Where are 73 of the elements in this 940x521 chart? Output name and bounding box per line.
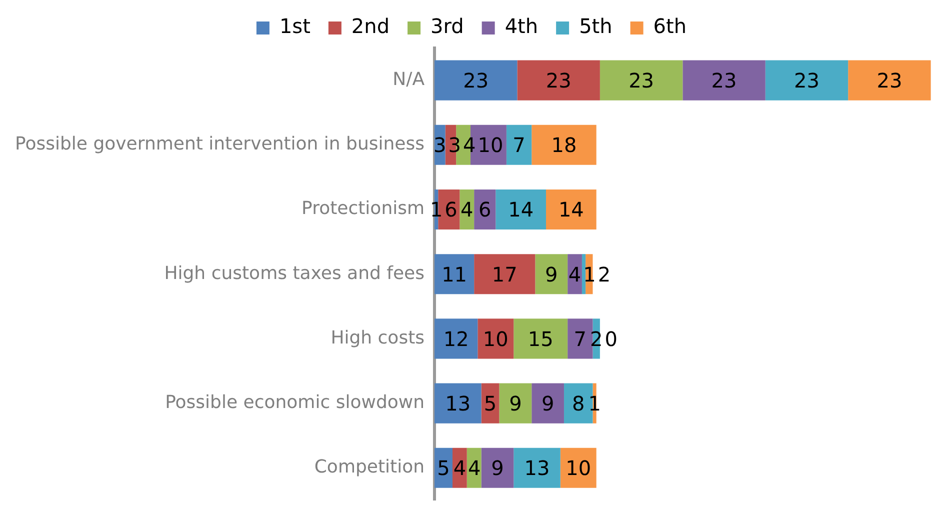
data-label: 14 xyxy=(558,198,584,222)
bar xyxy=(506,124,532,165)
data-label: 9 xyxy=(509,392,522,416)
data-label: 13 xyxy=(445,392,471,416)
y-tick-label: N/A xyxy=(392,68,426,90)
bar xyxy=(568,318,593,359)
data-label: 14 xyxy=(508,198,534,222)
data-label: 4 xyxy=(568,262,582,286)
y-tick-label: High costs xyxy=(330,327,425,348)
data-label: 23 xyxy=(794,68,820,93)
data-label: 11 xyxy=(442,262,468,286)
bar xyxy=(546,189,596,230)
data-label: 6 xyxy=(444,198,458,222)
bar xyxy=(535,254,568,294)
y-tick-label: Protectionism xyxy=(302,198,425,220)
data-label: 10 xyxy=(566,456,592,480)
legend-label: 1st xyxy=(279,14,311,38)
data-label: 4 xyxy=(453,456,466,480)
y-tick-label: High customs taxes and fees xyxy=(164,262,425,284)
bar xyxy=(478,318,514,359)
bar xyxy=(514,448,560,488)
data-label: 12 xyxy=(443,326,469,351)
bar xyxy=(514,318,568,359)
y-tick-label: Possible government intervention in business xyxy=(14,134,425,155)
data-label: 5 xyxy=(484,392,497,416)
data-label: 23 xyxy=(463,68,489,93)
bar xyxy=(517,60,600,100)
data-label: 10 xyxy=(478,133,504,158)
bar xyxy=(499,383,532,424)
bar xyxy=(532,383,564,424)
data-label: 6 xyxy=(478,198,492,222)
legend-label: 3rd xyxy=(430,14,464,38)
data-label: 9 xyxy=(491,456,504,480)
y-tick-label: Possible economic slowdown xyxy=(165,392,425,413)
bar xyxy=(682,60,766,100)
data-label: 5 xyxy=(437,456,450,480)
bar xyxy=(481,448,514,488)
bar xyxy=(600,60,683,100)
data-label: 13 xyxy=(524,456,550,480)
data-label: 18 xyxy=(551,133,577,158)
data-label: 23 xyxy=(876,68,902,93)
bar xyxy=(434,254,474,294)
bar xyxy=(434,318,478,359)
data-label: 23 xyxy=(711,68,737,93)
data-label: 0 xyxy=(604,326,618,351)
legend-label: 2nd xyxy=(351,14,390,38)
bar xyxy=(434,383,482,424)
data-label: 2 xyxy=(598,262,611,286)
data-label: 9 xyxy=(545,262,558,286)
bar xyxy=(496,189,546,230)
data-label: 9 xyxy=(541,392,554,416)
bar xyxy=(474,254,536,294)
data-label: 23 xyxy=(546,68,572,93)
data-label: 7 xyxy=(512,133,526,158)
data-label: 10 xyxy=(482,326,508,351)
data-label: 8 xyxy=(572,392,585,416)
legend-label: 5th xyxy=(579,14,612,38)
bar xyxy=(560,448,596,488)
bar xyxy=(765,60,848,100)
data-label: 15 xyxy=(528,326,554,351)
bar xyxy=(434,60,518,100)
data-label: 4 xyxy=(462,133,476,158)
y-tick-label: Competition xyxy=(314,456,425,478)
legend-label: 4th xyxy=(504,14,538,38)
bar xyxy=(532,124,596,165)
data-label: 7 xyxy=(574,326,587,351)
legend-label: 6th xyxy=(653,14,687,38)
data-label: 17 xyxy=(492,262,518,286)
data-label: 4 xyxy=(460,198,474,222)
bar xyxy=(848,60,931,100)
data-label: 23 xyxy=(628,68,654,93)
data-label: 3 xyxy=(434,133,446,158)
data-label: 4 xyxy=(468,456,481,480)
